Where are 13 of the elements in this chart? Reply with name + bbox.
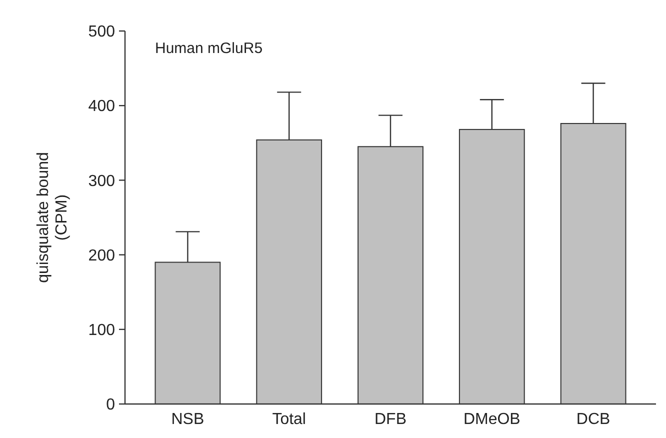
y-tick-label: 400 xyxy=(88,98,116,116)
y-tick-label: 300 xyxy=(88,172,116,190)
x-tick-label: NSB xyxy=(171,411,204,428)
x-tick-label: Total xyxy=(272,411,306,428)
x-tick-label: DMeOB xyxy=(463,411,520,428)
x-tick-label: DCB xyxy=(576,411,610,428)
y-axis-title: quisqualate bound (CPM) xyxy=(35,152,70,283)
y-tick-label: 500 xyxy=(88,24,116,41)
y-tick-label: 0 xyxy=(106,396,116,414)
y-tick-label: 200 xyxy=(88,247,116,264)
y-tick-label: 100 xyxy=(88,322,116,339)
text: Human mGluR5 xyxy=(155,40,263,57)
x-tick-label: DFB xyxy=(374,411,406,428)
